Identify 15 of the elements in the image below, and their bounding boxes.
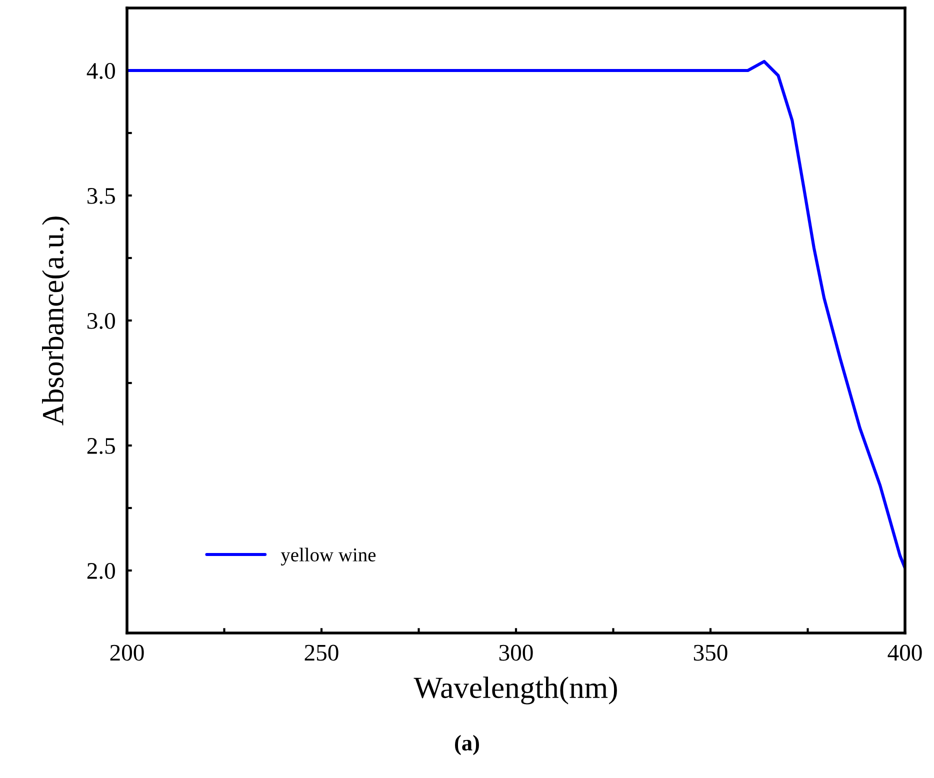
y-tick-label: 4.0 [86,62,115,80]
x-tick-label: 400 [888,644,922,661]
x-axis-title: Wavelength(nm) [414,676,617,704]
x-tick-label: 250 [304,644,338,661]
x-tick-label: 300 [499,644,533,661]
text: (a) [455,734,479,756]
y-tick-label: 2.5 [87,438,115,454]
y-axis-title: Absorbance(a.u.) [42,216,70,426]
x-tick-label: 350 [694,644,728,661]
x-tick-label: 200 [110,644,144,661]
legend-label: yellow wine [280,548,376,566]
y-tick-label: 3.0 [88,312,115,330]
y-tick-label: 3.5 [88,188,115,204]
y-tick-label: 2.0 [87,562,115,580]
line-series [127,60,905,570]
